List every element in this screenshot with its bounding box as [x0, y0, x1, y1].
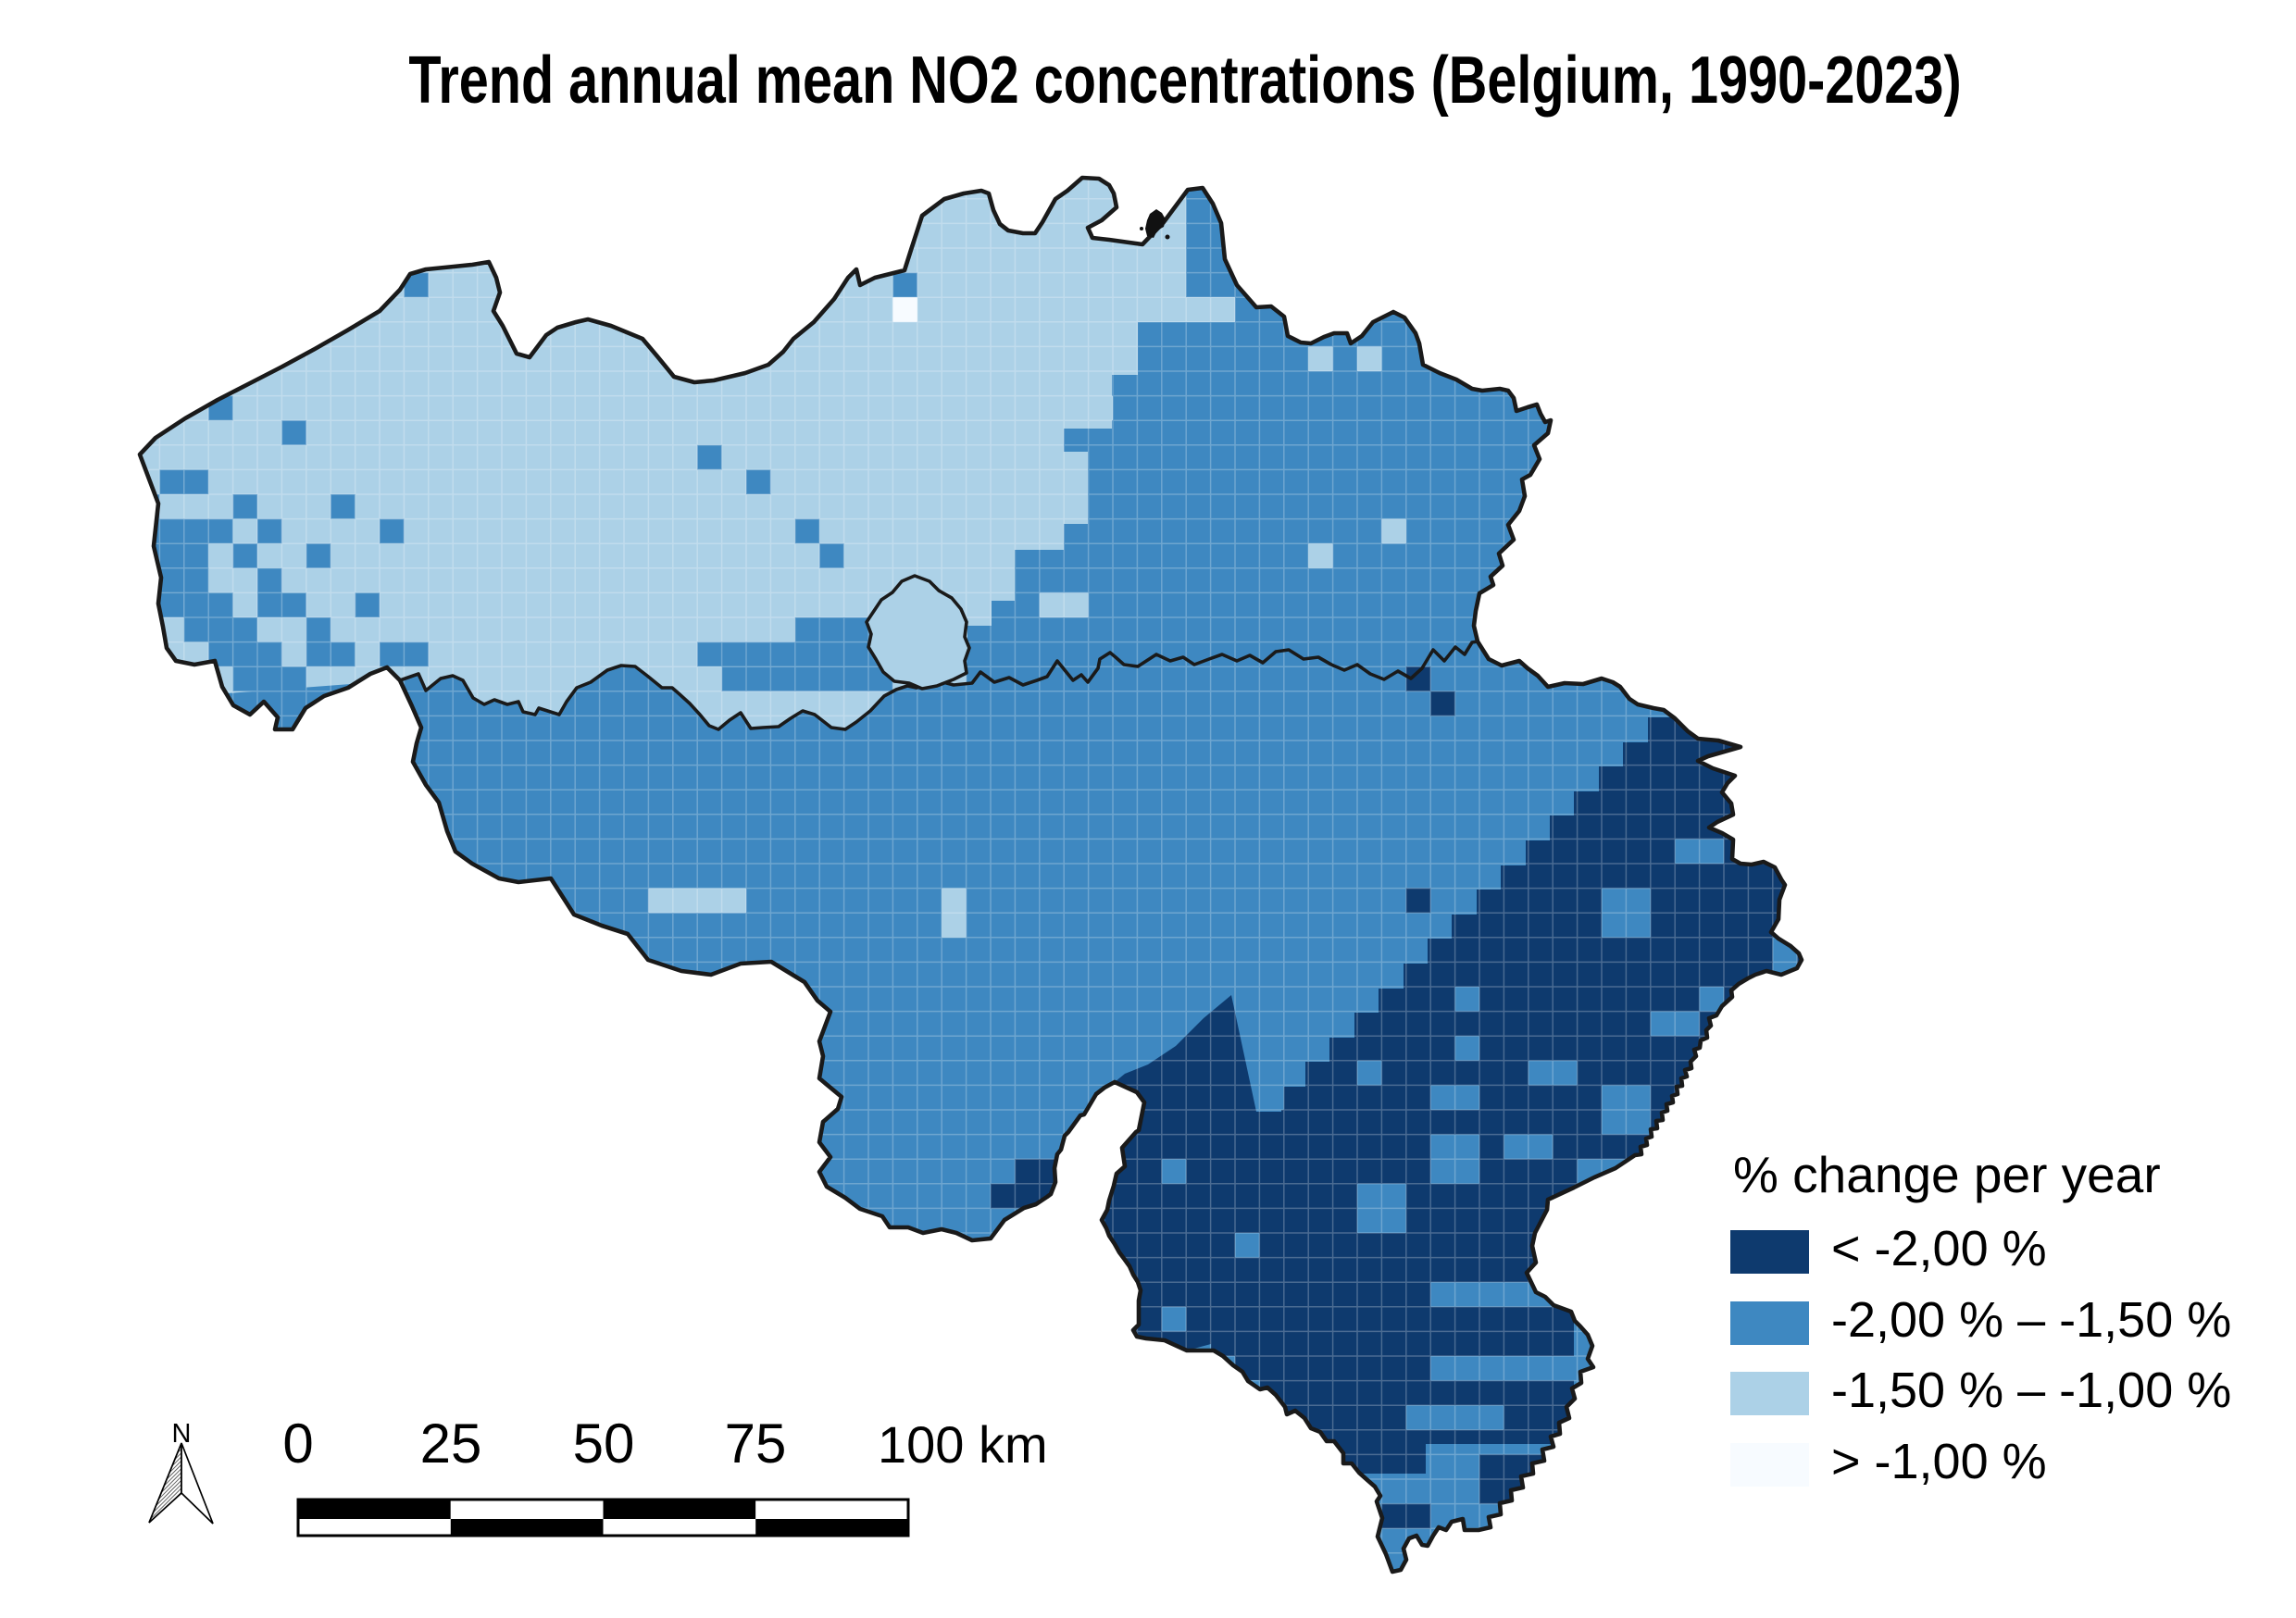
- svg-text:N: N: [172, 1419, 192, 1449]
- svg-text:> -1,00 %: > -1,00 %: [1831, 1434, 2047, 1489]
- svg-text:< -2,00 %: < -2,00 %: [1831, 1221, 2047, 1276]
- svg-text:25: 25: [420, 1413, 482, 1475]
- svg-text:% change per year: % change per year: [1733, 1146, 2161, 1203]
- svg-text:-1,50 % – -1,00 %: -1,50 % – -1,00 %: [1831, 1363, 2231, 1418]
- svg-text:0: 0: [282, 1413, 313, 1475]
- svg-text:100 km: 100 km: [878, 1415, 1048, 1474]
- svg-text:-2,00 % – -1,50 %: -2,00 % – -1,50 %: [1831, 1292, 2231, 1348]
- svg-text:50: 50: [573, 1413, 635, 1475]
- svg-text:75: 75: [725, 1413, 787, 1475]
